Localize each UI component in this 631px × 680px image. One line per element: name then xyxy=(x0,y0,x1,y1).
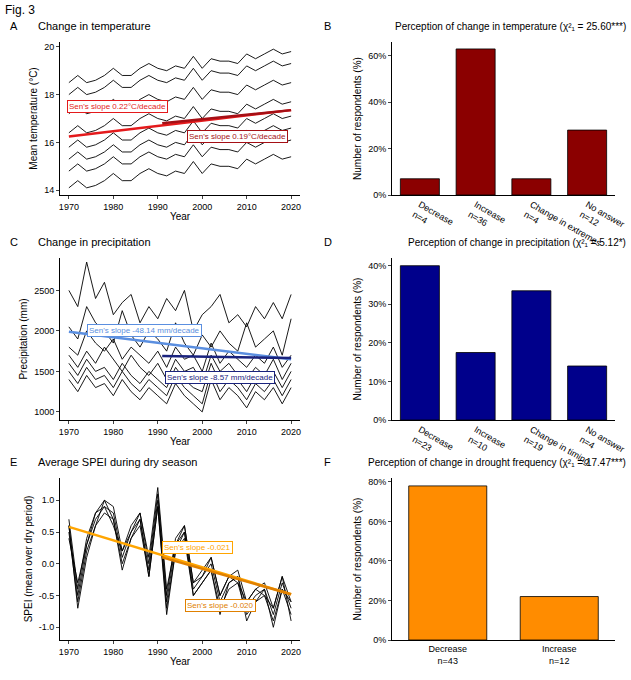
svg-text:1.0: 1.0 xyxy=(42,495,55,505)
svg-text:1970: 1970 xyxy=(59,647,79,657)
svg-text:Fig. 3: Fig. 3 xyxy=(5,3,35,17)
svg-text:2000: 2000 xyxy=(192,647,212,657)
svg-text:40%: 40% xyxy=(368,97,386,107)
svg-text:Sen's slope -48.14 mm/decade: Sen's slope -48.14 mm/decade xyxy=(89,326,200,335)
svg-text:60%: 60% xyxy=(368,517,386,527)
svg-text:0.5: 0.5 xyxy=(42,527,55,537)
svg-text:2000: 2000 xyxy=(34,326,54,336)
svg-text:0.0: 0.0 xyxy=(42,559,55,569)
svg-text:B: B xyxy=(324,20,331,32)
svg-text:16: 16 xyxy=(44,138,54,148)
svg-text:E: E xyxy=(10,456,17,468)
svg-text:1980: 1980 xyxy=(103,427,123,437)
svg-text:Year: Year xyxy=(170,656,191,667)
svg-text:Perception of change in drough: Perception of change in drought frequenc… xyxy=(368,457,626,468)
svg-text:60%: 60% xyxy=(368,51,386,61)
svg-text:14: 14 xyxy=(44,185,54,195)
svg-text:Decreasen=4: Decreasen=4 xyxy=(411,199,455,237)
svg-text:40%: 40% xyxy=(368,261,386,271)
svg-text:Change in precipitation: Change in precipitation xyxy=(38,236,151,248)
svg-text:80%: 80% xyxy=(368,477,386,487)
svg-text:C: C xyxy=(10,236,18,248)
svg-text:Change in temperature: Change in temperature xyxy=(38,20,151,32)
svg-text:2020: 2020 xyxy=(281,427,301,437)
svg-text:No answern=4: No answern=4 xyxy=(578,424,626,464)
svg-text:20%: 20% xyxy=(368,338,386,348)
svg-text:2010: 2010 xyxy=(237,202,257,212)
svg-text:Increasen=12: Increasen=12 xyxy=(542,644,577,666)
svg-text:2020: 2020 xyxy=(281,202,301,212)
svg-text:Year: Year xyxy=(170,211,191,222)
svg-text:1000: 1000 xyxy=(34,407,54,417)
svg-text:Perception of change in precip: Perception of change in precipitation (χ… xyxy=(408,237,626,248)
svg-text:Increasen=36: Increasen=36 xyxy=(467,199,508,235)
svg-text:2010: 2010 xyxy=(237,647,257,657)
svg-text:2000: 2000 xyxy=(192,202,212,212)
svg-text:Sen's slope -8.57 mm/decade: Sen's slope -8.57 mm/decade xyxy=(167,373,273,382)
svg-text:2000: 2000 xyxy=(192,427,212,437)
svg-text:Number of respondents (%): Number of respondents (%) xyxy=(352,498,363,621)
svg-text:Decreasen=43: Decreasen=43 xyxy=(428,644,467,666)
svg-text:D: D xyxy=(324,236,332,248)
svg-text:Year: Year xyxy=(170,436,191,447)
svg-text:Sen's slope 0.19°C/decade: Sen's slope 0.19°C/decade xyxy=(189,132,286,141)
svg-text:Perception of change in temper: Perception of change in temperature (χ²₁… xyxy=(395,21,626,32)
svg-text:2500: 2500 xyxy=(34,286,54,296)
svg-text:0%: 0% xyxy=(373,635,386,645)
svg-text:40%: 40% xyxy=(368,556,386,566)
svg-text:Mean temperature (°C): Mean temperature (°C) xyxy=(28,67,39,169)
svg-text:20%: 20% xyxy=(368,144,386,154)
svg-text:Precipitation (mm): Precipitation (mm) xyxy=(18,298,29,379)
svg-text:Sen's slope -0.020: Sen's slope -0.020 xyxy=(187,601,254,610)
svg-text:1990: 1990 xyxy=(148,647,168,657)
svg-text:20: 20 xyxy=(44,42,54,52)
svg-text:1990: 1990 xyxy=(148,202,168,212)
svg-text:No answern=12: No answern=12 xyxy=(578,199,626,239)
svg-text:30%: 30% xyxy=(368,299,386,309)
svg-text:20%: 20% xyxy=(368,596,386,606)
svg-text:2020: 2020 xyxy=(281,647,301,657)
svg-text:1500: 1500 xyxy=(34,367,54,377)
svg-text:10%: 10% xyxy=(368,377,386,387)
svg-text:SPEI (mean over dry period): SPEI (mean over dry period) xyxy=(23,496,34,623)
svg-text:0%: 0% xyxy=(373,415,386,425)
svg-text:1990: 1990 xyxy=(148,427,168,437)
svg-text:-1.0: -1.0 xyxy=(39,622,55,632)
svg-text:Decreasen=23: Decreasen=23 xyxy=(411,424,455,462)
svg-text:Number of respondents (%): Number of respondents (%) xyxy=(352,57,363,180)
svg-text:Sen's slope 0.22°C/decade: Sen's slope 0.22°C/decade xyxy=(69,102,166,111)
svg-text:Number of respondents (%): Number of respondents (%) xyxy=(352,278,363,401)
svg-text:Change in extremesn=4: Change in extremesn=4 xyxy=(522,199,603,258)
svg-text:Average SPEI during dry season: Average SPEI during dry season xyxy=(38,456,197,468)
svg-text:1970: 1970 xyxy=(59,427,79,437)
svg-text:0%: 0% xyxy=(373,190,386,200)
svg-text:Increasen=10: Increasen=10 xyxy=(467,424,508,460)
svg-text:F: F xyxy=(324,456,331,468)
svg-text:1980: 1980 xyxy=(103,202,123,212)
svg-text:Sen's slope -0.021: Sen's slope -0.021 xyxy=(164,543,231,552)
svg-text:-0.5: -0.5 xyxy=(39,591,55,601)
svg-text:18: 18 xyxy=(44,90,54,100)
svg-text:1980: 1980 xyxy=(103,647,123,657)
svg-text:2010: 2010 xyxy=(237,427,257,437)
svg-text:Change in timingn=19: Change in timingn=19 xyxy=(522,424,591,477)
svg-text:A: A xyxy=(10,20,18,32)
svg-text:1970: 1970 xyxy=(59,202,79,212)
